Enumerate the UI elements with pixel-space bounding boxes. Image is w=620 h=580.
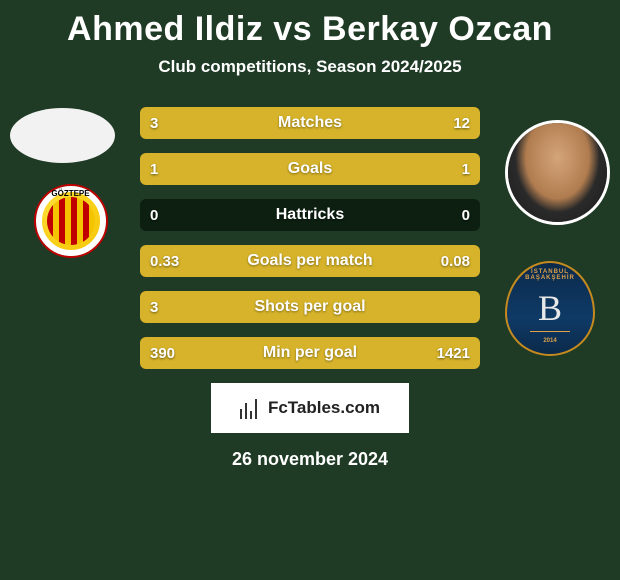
stat-bar-right-fill — [310, 153, 480, 185]
stat-label: Matches — [278, 114, 342, 132]
basaksehir-badge-icon: İSTANBUL BAŞAKŞEHİR B 2014 — [505, 261, 595, 356]
stat-value-left: 3 — [150, 115, 158, 132]
stat-label: Shots per goal — [254, 298, 365, 316]
stat-bar-right-fill — [208, 107, 480, 139]
page-title: Ahmed Ildiz vs Berkay Ozcan — [0, 0, 620, 49]
stat-label: Min per goal — [263, 344, 357, 362]
stat-value-left: 1 — [150, 161, 158, 178]
stat-value-right: 0.08 — [441, 253, 470, 270]
goztepe-badge-inner — [47, 197, 95, 245]
stat-label: Goals — [288, 160, 332, 178]
goztepe-badge-icon: GÖZTEPE — [36, 186, 106, 256]
stat-row: 3 Shots per goal — [140, 291, 480, 323]
stat-value-right: 12 — [453, 115, 470, 132]
basaksehir-b-letter: B — [538, 287, 562, 329]
player-right-photo — [505, 120, 610, 225]
stat-row: 390 1421 Min per goal — [140, 337, 480, 369]
stat-row: 0.33 0.08 Goals per match — [140, 245, 480, 277]
stat-value-right: 0 — [462, 207, 470, 224]
brand-text: FcTables.com — [268, 398, 380, 418]
fctables-logo-icon — [240, 397, 262, 419]
stat-value-left: 3 — [150, 299, 158, 316]
player-right-face-placeholder — [508, 123, 607, 222]
player-left-photo — [10, 108, 115, 163]
infographic-date: 26 november 2024 — [0, 449, 620, 470]
club-left-badge: GÖZTEPE — [28, 178, 113, 263]
stat-bar-left-fill — [140, 153, 310, 185]
page-subtitle: Club competitions, Season 2024/2025 — [0, 57, 620, 77]
stat-row: 0 0 Hattricks — [140, 199, 480, 231]
brand-box: FcTables.com — [211, 383, 409, 433]
stat-value-left: 390 — [150, 345, 175, 362]
stat-label: Goals per match — [247, 252, 372, 270]
stat-value-left: 0.33 — [150, 253, 179, 270]
stat-label: Hattricks — [276, 206, 344, 224]
stat-row: 1 1 Goals — [140, 153, 480, 185]
stat-value-right: 1421 — [437, 345, 470, 362]
comparison-infographic: Ahmed Ildiz vs Berkay Ozcan Club competi… — [0, 0, 620, 580]
basaksehir-line — [530, 331, 570, 332]
club-right-badge: İSTANBUL BAŞAKŞEHİR B 2014 — [500, 258, 600, 358]
basaksehir-arc-text: İSTANBUL BAŞAKŞEHİR — [507, 269, 593, 281]
stat-value-left: 0 — [150, 207, 158, 224]
stat-row: 3 12 Matches — [140, 107, 480, 139]
basaksehir-year: 2014 — [507, 338, 593, 344]
stat-value-right: 1 — [462, 161, 470, 178]
